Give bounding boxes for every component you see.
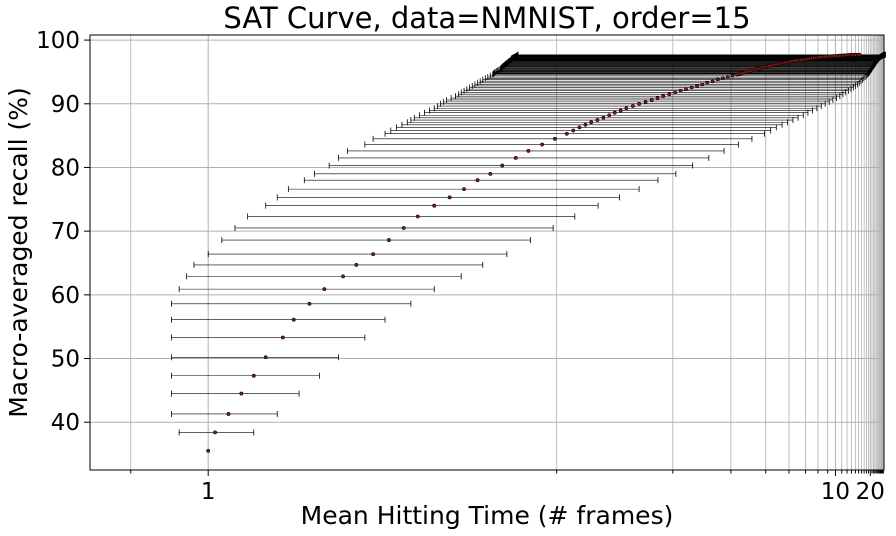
x-tick-label: 10 [821,479,850,505]
y-tick-label: 40 [51,410,80,436]
axis-ticks: 1 10 20 40 50 60 70 80 90 100 [36,28,885,505]
data-point [577,125,582,130]
data-point [612,110,617,115]
data-point [553,136,557,141]
data-point [488,171,493,176]
data-point [649,98,654,102]
data-point [601,115,606,120]
data-point [661,94,666,99]
data-point [322,287,327,292]
data-point [700,82,705,87]
data-point [462,187,466,192]
data-point [354,263,359,267]
data-point [667,92,672,97]
data-point [206,448,211,453]
data-point [386,238,391,242]
data-point [673,90,678,95]
data-point [291,317,296,322]
data-point [695,84,699,88]
data-point [655,96,660,100]
data-point [607,113,612,118]
data-point [618,108,623,113]
x-tick-label: 20 [856,479,885,505]
data-point [710,79,715,84]
data-point [689,85,694,90]
y-tick-label: 80 [51,155,80,181]
data-point [415,214,420,219]
data-point [307,301,312,306]
data-point [564,131,569,136]
data-point [725,75,730,79]
data-point [589,120,594,125]
data-point [239,391,244,396]
data-point [571,128,576,133]
data-point [475,178,480,183]
data-point [705,80,710,85]
chart-title: SAT Curve, data=NMNIST, order=15 [223,1,750,35]
data-point [583,122,588,127]
data-point [595,118,600,122]
y-tick-label: 50 [51,347,80,373]
data-point [857,52,862,57]
data-point [263,355,268,360]
data-point [540,142,545,147]
data-point [371,252,376,256]
data-point [341,274,345,279]
data-point [401,226,406,230]
data-point [637,101,642,106]
data-point [432,203,437,208]
data-point [500,163,505,168]
y-tick-label: 100 [36,28,80,54]
data-points [206,52,862,453]
data-point [526,149,531,153]
data-point [213,430,217,435]
y-tick-label: 60 [51,283,80,309]
data-point [721,76,725,81]
y-tick-label: 70 [51,219,80,245]
data-point [624,106,629,111]
y-tick-label: 90 [51,92,80,118]
error-bars [171,51,886,436]
y-axis-label: Macro-averaged recall (%) [4,87,33,418]
data-point [226,412,231,416]
data-point [513,156,518,160]
x-axis-label: Mean Hitting Time (# frames) [301,501,674,530]
data-point [630,104,635,108]
data-point [678,88,683,93]
data-point [684,87,688,92]
data-point [715,77,720,82]
data-point [280,335,285,340]
plot-area-frame [89,34,885,471]
data-point [730,73,735,78]
data-point [251,373,256,378]
x-tick-label: 1 [201,479,216,505]
data-point [643,99,648,104]
data-point [447,195,452,200]
